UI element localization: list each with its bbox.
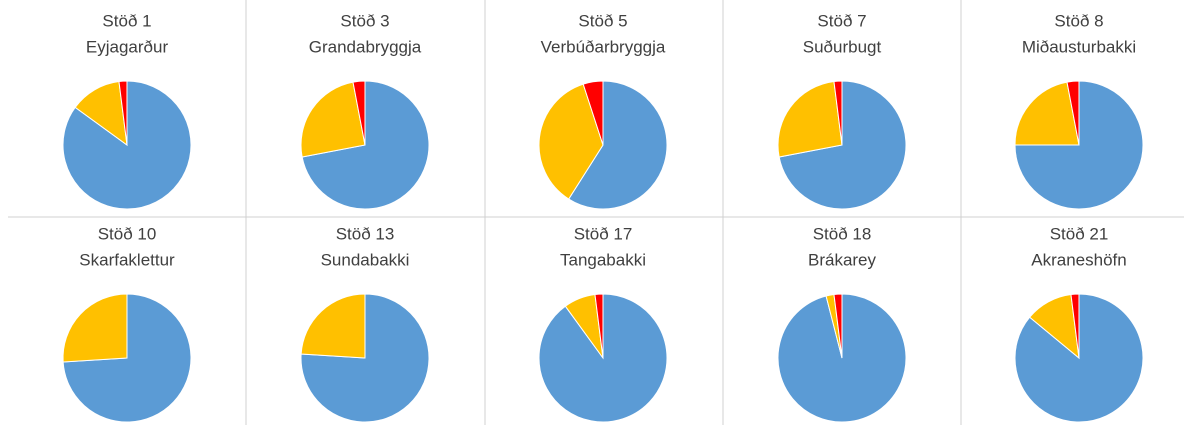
pie-slice	[777, 80, 843, 158]
pie-slice	[778, 80, 907, 210]
chart-title: Stöð 1	[102, 11, 151, 30]
pie-slice	[300, 81, 366, 158]
chart-title: Stöð 21	[1050, 224, 1109, 243]
chart-title: Stöð 5	[578, 11, 627, 30]
chart-subtitle: Eyjagarður	[86, 37, 169, 56]
pie-slice	[352, 80, 366, 146]
pie-slice	[594, 293, 604, 359]
pie-slice	[1070, 293, 1080, 359]
chart-subtitle: Skarfaklettur	[79, 250, 175, 269]
pie-slice	[568, 80, 668, 210]
chart-title: Stöð 10	[98, 224, 157, 243]
pie-slice	[582, 80, 604, 146]
chart-subtitle: Grandabryggja	[309, 37, 422, 56]
pie-slice	[1014, 81, 1080, 146]
pie-slice	[300, 293, 366, 359]
chart-subtitle: Brákarey	[808, 250, 877, 269]
chart-title: Stöð 8	[1054, 11, 1103, 30]
chart-title: Stöð 13	[336, 224, 395, 243]
chart-title: Stöð 3	[340, 11, 389, 30]
chart-title: Stöð 7	[817, 11, 866, 30]
chart-subtitle: Tangabakki	[560, 250, 646, 269]
pie-slice	[301, 80, 430, 210]
pie-slice	[1066, 80, 1080, 146]
pie-slice	[833, 293, 843, 359]
chart-title: Stöð 17	[574, 224, 633, 243]
pie-slice	[538, 293, 668, 423]
pie-slice	[118, 80, 128, 146]
chart-subtitle: Akraneshöfn	[1031, 250, 1126, 269]
pie-slice	[1014, 80, 1144, 210]
pie-slice	[62, 293, 128, 363]
pie-slice	[833, 80, 843, 146]
chart-title: Stöð 18	[813, 224, 872, 243]
chart-subtitle: Sundabakki	[321, 250, 410, 269]
pie-slice	[538, 83, 604, 200]
chart-subtitle: Miðausturbakki	[1022, 37, 1136, 56]
chart-subtitle: Suðurbugt	[803, 37, 882, 56]
pie-slice	[62, 80, 192, 210]
chart-subtitle: Verbúðarbryggja	[541, 37, 666, 56]
